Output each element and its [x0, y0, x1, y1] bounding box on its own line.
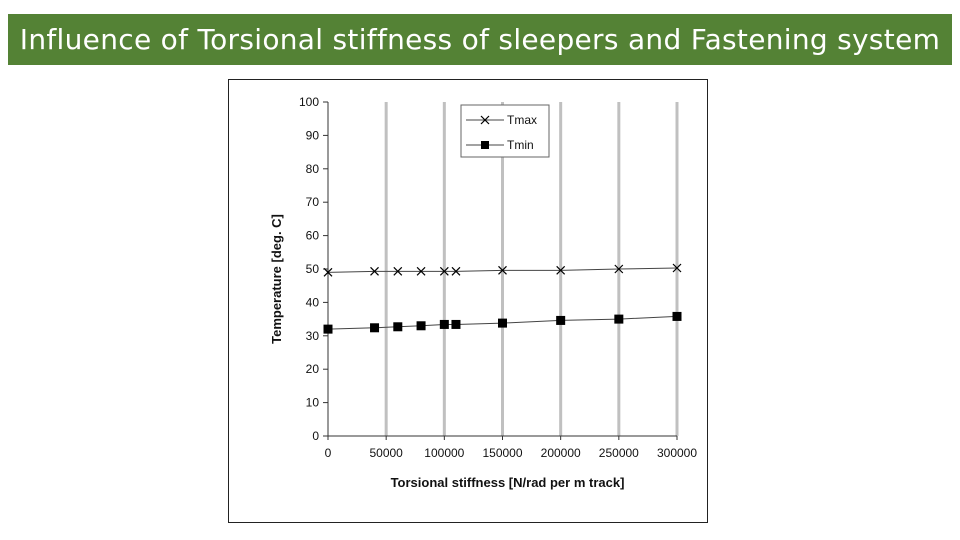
- data-point-tmin: [323, 324, 333, 334]
- data-point-tmax: [416, 266, 426, 276]
- x-tick-label: 150000: [482, 446, 522, 460]
- data-point-tmin: [498, 318, 507, 328]
- x-axis-label: Torsional stiffness [N/rad per m track]: [391, 475, 625, 490]
- legend-label-tmax: Tmax: [507, 113, 537, 127]
- legend-label-tmin: Tmin: [507, 138, 534, 152]
- data-point-tmin: [393, 322, 403, 332]
- y-tick-label: 100: [299, 95, 319, 109]
- y-tick-label: 80: [306, 162, 320, 176]
- data-point-tmax: [614, 264, 624, 274]
- series-line-tmin: [327, 315, 678, 330]
- chart: 0 50000 100000 150000 200000 250000 300000 0 10 2…: [269, 95, 697, 490]
- data-point-tmax: [451, 266, 461, 276]
- y-tick-label: 90: [306, 128, 320, 142]
- y-tick-label: 0: [312, 429, 319, 443]
- title-bar: Influence of Torsional stiffness of slee…: [8, 14, 952, 65]
- series-line-tmax: [327, 267, 678, 273]
- y-tick-label: 60: [306, 229, 320, 243]
- data-point-tmin: [439, 319, 449, 329]
- data-point-tmin: [672, 311, 682, 321]
- y-tick-label: 20: [306, 362, 320, 376]
- legend-marker-tmax: [480, 115, 490, 125]
- chart-frame: 0 50000 100000 150000 200000 250000 300000 0 10 2…: [228, 79, 708, 523]
- x-tick-label: 100000: [424, 446, 464, 460]
- data-point-tmin: [614, 314, 624, 324]
- x-tick-label: 300000: [657, 446, 697, 460]
- y-axis-label: Temperature [deg. C]: [269, 214, 284, 344]
- y-tick-label: 10: [306, 396, 320, 410]
- data-point-tmax: [498, 265, 507, 275]
- data-point-tmax: [393, 266, 403, 276]
- y-tick-label: 50: [306, 262, 320, 276]
- axes: [323, 101, 678, 440]
- data-point-tmin: [451, 319, 461, 329]
- x-tick-label: 200000: [541, 446, 581, 460]
- x-tick-label: 50000: [369, 446, 403, 460]
- data-point-tmin: [416, 321, 426, 331]
- data-point-tmax: [556, 265, 566, 275]
- series-layer: [323, 263, 682, 334]
- data-point-tmin: [556, 315, 566, 325]
- y-tick-label: 40: [306, 295, 320, 309]
- x-tick-label: 0: [325, 446, 332, 460]
- legend-x-glyph: [480, 115, 490, 125]
- legend-box: [460, 104, 550, 158]
- data-point-tmin: [370, 323, 380, 333]
- tick-labels: 0 50000 100000 150000 200000 250000 300000 0 10 2…: [299, 95, 697, 460]
- data-point-tmax: [672, 263, 682, 273]
- data-point-tmax: [323, 267, 333, 277]
- legend: Tmax Tmin: [460, 104, 550, 158]
- legend-marker-tmin: [481, 141, 489, 149]
- x-tick-label: 250000: [599, 446, 639, 460]
- data-point-tmax: [439, 266, 449, 276]
- y-tick-label: 30: [306, 329, 320, 343]
- slide-title: Influence of Torsional stiffness of slee…: [19, 23, 941, 56]
- y-tick-label: 70: [306, 195, 320, 209]
- data-point-tmax: [370, 266, 379, 276]
